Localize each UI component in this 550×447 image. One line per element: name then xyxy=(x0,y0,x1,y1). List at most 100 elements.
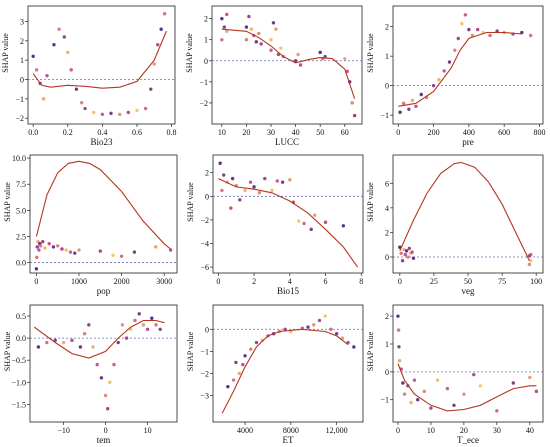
x-axis-label: ET xyxy=(283,435,294,445)
data-point xyxy=(229,206,233,210)
y-tick-label: 1 xyxy=(20,56,24,65)
panel-tem: −10 0 10 −1.5 −1.0 −0.5 0.0 0.5 tem SHAP value xyxy=(3,304,178,445)
data-point xyxy=(406,255,410,259)
y-tick-label: −2 xyxy=(200,369,209,378)
data-point xyxy=(124,336,129,340)
y-tick-label: 2 xyxy=(385,312,389,321)
data-point xyxy=(293,59,298,63)
x-tick-label: 0 xyxy=(398,277,402,286)
data-point xyxy=(279,46,283,50)
x-tick-label: 10 xyxy=(427,426,435,435)
plot-frame xyxy=(27,5,176,125)
panel-lucc: 10 20 30 40 50 60 −2 −1 0 1 2 LUCC SHAP value xyxy=(185,5,363,147)
data-point xyxy=(41,97,46,101)
data-point xyxy=(78,345,83,349)
fit-curve xyxy=(397,363,537,412)
x-tick-label: 12,000 xyxy=(326,426,348,435)
data-point xyxy=(259,42,263,46)
plot-frame xyxy=(29,154,178,274)
data-point xyxy=(225,29,229,33)
data-point xyxy=(452,403,456,407)
y-tick-label: −2 xyxy=(200,216,209,225)
fit-curve xyxy=(32,30,167,89)
data-point xyxy=(74,87,79,91)
y-axis-label: SHAP value xyxy=(3,182,12,222)
data-point xyxy=(270,188,274,193)
data-point xyxy=(247,14,251,19)
x-tick-label: −10 xyxy=(57,426,70,435)
data-point xyxy=(529,259,533,263)
data-point xyxy=(162,12,167,16)
x-tick-label: 4 xyxy=(288,277,292,286)
data-point xyxy=(435,378,440,382)
x-axis-label: T_ece xyxy=(457,435,479,445)
x-tick-label: 0 xyxy=(34,277,38,286)
data-point xyxy=(37,248,41,252)
data-point xyxy=(396,314,400,318)
data-point xyxy=(243,354,247,358)
x-axis-label: tem xyxy=(97,435,111,445)
plot-frame xyxy=(392,304,544,423)
x-axis-label: veg xyxy=(462,286,475,296)
x-tick-label: 0 xyxy=(216,277,220,286)
data-point xyxy=(478,384,483,388)
data-point xyxy=(60,247,64,251)
data-point xyxy=(323,220,328,224)
data-point xyxy=(397,345,401,349)
data-point xyxy=(283,327,287,331)
data-point xyxy=(109,111,113,116)
data-point xyxy=(152,62,156,66)
y-tick-label: 2 xyxy=(385,23,389,32)
y-axis-label: SHAP value xyxy=(186,331,195,371)
data-point xyxy=(117,112,122,117)
data-point xyxy=(313,213,317,217)
data-point xyxy=(329,327,333,331)
y-tick-label: −1 xyxy=(380,396,389,405)
x-tick-label: 100 xyxy=(530,277,542,286)
data-point xyxy=(462,392,466,396)
data-point xyxy=(511,381,516,385)
data-point xyxy=(158,327,162,331)
data-point xyxy=(254,40,258,44)
data-point xyxy=(248,180,253,184)
y-tick-label: 2.5 xyxy=(16,232,26,241)
data-point xyxy=(257,31,261,36)
y-tick-label: 0.0 xyxy=(16,259,26,268)
fit-curve xyxy=(221,28,356,99)
data-point xyxy=(398,110,402,114)
data-point xyxy=(73,251,77,255)
plot-frame xyxy=(212,154,364,274)
data-point xyxy=(298,63,303,67)
data-point xyxy=(119,254,124,258)
data-point xyxy=(51,245,56,249)
data-point xyxy=(402,247,406,252)
data-point xyxy=(495,29,499,33)
data-point xyxy=(534,389,539,394)
data-point xyxy=(87,323,91,327)
fit-curve xyxy=(33,319,165,359)
y-tick-label: 10.0 xyxy=(12,154,26,163)
y-tick-label: −0.5 xyxy=(11,356,26,365)
data-point xyxy=(95,362,99,367)
data-point xyxy=(249,27,254,31)
y-tick-label: 0 xyxy=(20,76,24,85)
data-point xyxy=(414,104,418,109)
data-point xyxy=(153,245,158,249)
data-point xyxy=(495,409,499,413)
data-point xyxy=(126,110,131,115)
y-tick-label: 1 xyxy=(385,52,389,61)
x-tick-label: 0.4 xyxy=(97,128,107,137)
plot-frame xyxy=(212,304,364,423)
panel-et: 4000 8000 12,000 −3 −2 −1 0 ET SHAP value xyxy=(186,304,364,445)
panel-pop: 0 1000 2000 3000 0.0 2.5 5.0 7.5 10.0 pop SHAP val… xyxy=(3,154,178,296)
data-point xyxy=(243,188,247,193)
y-axis-label: SHAP value xyxy=(186,182,195,222)
data-point xyxy=(288,178,292,182)
data-point xyxy=(257,191,262,195)
data-point xyxy=(422,389,427,394)
data-point xyxy=(404,249,409,253)
data-point xyxy=(463,13,468,17)
x-tick-label: 25 xyxy=(430,277,438,286)
y-tick-label: 1 xyxy=(204,36,208,45)
x-tick-label: 0.0 xyxy=(28,128,38,137)
